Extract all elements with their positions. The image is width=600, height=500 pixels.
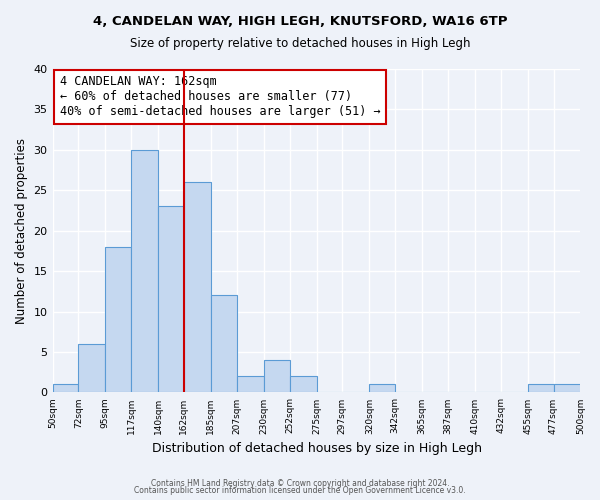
Text: 4 CANDELAN WAY: 162sqm
← 60% of detached houses are smaller (77)
40% of semi-det: 4 CANDELAN WAY: 162sqm ← 60% of detached… xyxy=(59,76,380,118)
Bar xyxy=(528,384,554,392)
Text: 4, CANDELAN WAY, HIGH LEGH, KNUTSFORD, WA16 6TP: 4, CANDELAN WAY, HIGH LEGH, KNUTSFORD, W… xyxy=(93,15,507,28)
Bar xyxy=(158,206,184,392)
Bar xyxy=(184,182,211,392)
Bar xyxy=(554,384,581,392)
Bar xyxy=(237,376,264,392)
Bar xyxy=(211,296,237,392)
Bar xyxy=(370,384,395,392)
Bar xyxy=(106,247,131,392)
Y-axis label: Number of detached properties: Number of detached properties xyxy=(15,138,28,324)
Text: Contains HM Land Registry data © Crown copyright and database right 2024.: Contains HM Land Registry data © Crown c… xyxy=(151,478,449,488)
X-axis label: Distribution of detached houses by size in High Legh: Distribution of detached houses by size … xyxy=(152,442,482,455)
Bar xyxy=(264,360,290,392)
Bar xyxy=(131,150,158,392)
Bar xyxy=(53,384,79,392)
Bar xyxy=(290,376,317,392)
Text: Size of property relative to detached houses in High Legh: Size of property relative to detached ho… xyxy=(130,38,470,51)
Text: Contains public sector information licensed under the Open Government Licence v3: Contains public sector information licen… xyxy=(134,486,466,495)
Bar xyxy=(79,344,106,393)
